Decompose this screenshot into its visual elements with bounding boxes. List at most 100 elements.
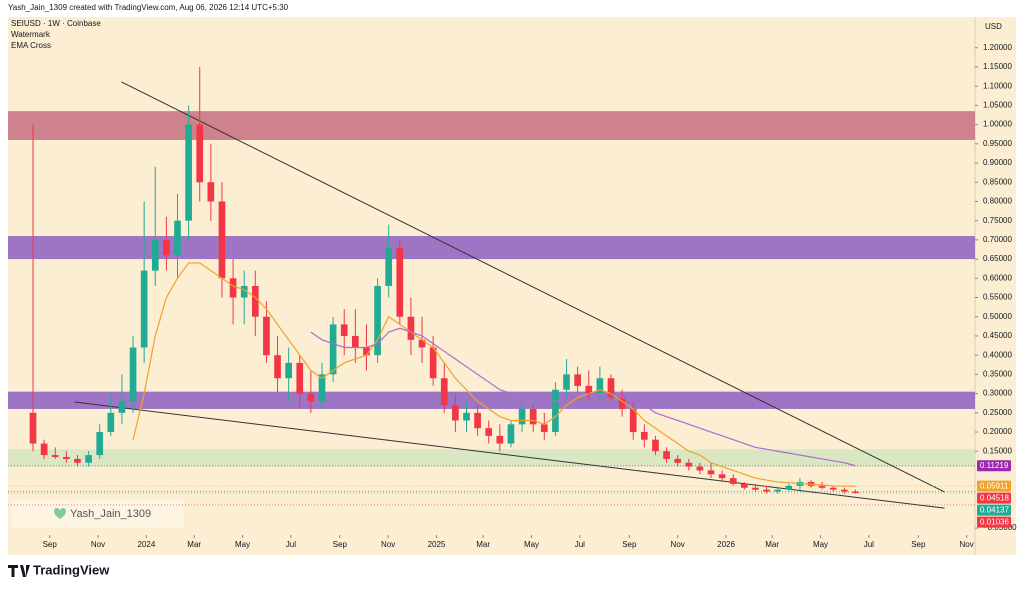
candle-body: [107, 412, 115, 433]
candle-body: [574, 374, 581, 386]
x-tick-label: Mar: [476, 540, 490, 549]
candle-body: [285, 362, 292, 379]
candle-body: [552, 389, 559, 433]
candle-body: [440, 378, 448, 406]
zone: [8, 391, 975, 409]
candle-body: [196, 124, 204, 183]
candle-body: [229, 278, 237, 298]
candle-body: [540, 424, 548, 433]
candle-body: [618, 397, 626, 409]
candle-body: [852, 491, 859, 493]
zone: [8, 449, 975, 467]
candle-body: [696, 466, 704, 471]
y-tick-label: 0.70000: [983, 235, 1012, 244]
candle-body: [318, 374, 326, 402]
zone: [8, 236, 975, 260]
x-tick-label: 2025: [428, 540, 446, 549]
price-label: 0.04518: [980, 493, 1009, 502]
candle-body: [207, 182, 215, 202]
x-tick-label: May: [813, 540, 828, 549]
y-tick-label: 1.20000: [983, 43, 1012, 52]
trendline: [121, 81, 945, 493]
zone: [8, 111, 975, 140]
candle-body: [752, 487, 759, 490]
time-axis-bg: [8, 535, 1016, 555]
price-label: 0.11219: [980, 461, 1009, 470]
x-tick-label: Nov: [671, 540, 685, 549]
y-tick-label: 0.80000: [983, 197, 1012, 206]
trendline: [74, 401, 945, 509]
candle-body: [640, 432, 648, 440]
candle-body: [841, 489, 848, 492]
y-tick-label: 0.85000: [983, 177, 1012, 186]
candle-body: [585, 385, 593, 394]
price-label-box: [977, 492, 1011, 504]
price-label-box: [977, 516, 1011, 528]
ema-line: [310, 327, 856, 467]
candle-body: [685, 462, 693, 467]
candle-body: [274, 355, 281, 379]
candle-body: [407, 316, 415, 340]
candle-body: [763, 489, 770, 492]
x-tick-label: 2026: [717, 540, 735, 549]
x-tick-label: Sep: [911, 540, 926, 549]
candle-body: [40, 443, 48, 456]
candle-body: [163, 239, 170, 256]
x-tick-label: May: [524, 540, 539, 549]
candle-body: [218, 201, 226, 279]
y-tick-label: 0.15000: [983, 446, 1012, 455]
candle-body: [385, 247, 393, 286]
candle-body: [251, 285, 259, 317]
candle-body: [363, 347, 370, 356]
candle-body: [74, 458, 81, 463]
candle-body: [474, 412, 481, 429]
candle-body: [529, 408, 537, 425]
tv-icon: [8, 565, 30, 577]
candle-body: [340, 324, 348, 336]
price-label-box: [977, 460, 1011, 472]
x-tick-label: Mar: [187, 540, 201, 549]
candle-body: [85, 455, 92, 463]
x-tick-label: 2024: [137, 540, 155, 549]
candle-body: [296, 362, 304, 394]
candle-body: [329, 324, 337, 375]
x-tick-label: Nov: [960, 540, 974, 549]
plot: [8, 66, 975, 509]
candle-body: [774, 489, 782, 492]
candle-body: [374, 285, 381, 356]
candle-body: [485, 428, 493, 436]
candle-body: [707, 470, 715, 475]
candle-body: [829, 487, 837, 490]
candle-body: [718, 474, 726, 479]
y-tick-label: 0.50000: [983, 312, 1012, 321]
x-tick-label: Jul: [864, 540, 874, 549]
candle-body: [741, 483, 748, 488]
ema-line: [132, 262, 856, 487]
candle-body: [429, 347, 437, 379]
candle-body: [652, 439, 659, 452]
price-label: 0.04137: [980, 505, 1009, 514]
candle-body: [240, 285, 248, 298]
candle-body: [418, 339, 426, 348]
candle-body: [129, 347, 137, 402]
y-tick-label: 1.10000: [983, 81, 1012, 90]
candle-body: [785, 485, 793, 490]
x-tick-label: May: [235, 540, 250, 549]
candle-body: [151, 239, 159, 271]
candle-body: [518, 408, 526, 425]
price-axis-bg: [975, 17, 1016, 535]
y-tick-label: 1.15000: [983, 62, 1012, 71]
y-tick-label: 1.05000: [983, 100, 1012, 109]
candle-body: [396, 247, 404, 317]
candle-body: [629, 408, 637, 433]
candle-body: [29, 412, 37, 444]
candle-body: [185, 124, 192, 221]
x-tick-label: Sep: [333, 540, 348, 549]
y-tick-label: 0.55000: [983, 293, 1012, 302]
y-tick-label: 0.45000: [983, 331, 1012, 340]
credit: Yash_Jain_1309 created with TradingView.…: [8, 3, 289, 12]
y-tick-label: −0.05000: [983, 523, 1017, 532]
y-tick-label: 0.35000: [983, 369, 1012, 378]
candle-body: [140, 270, 148, 348]
